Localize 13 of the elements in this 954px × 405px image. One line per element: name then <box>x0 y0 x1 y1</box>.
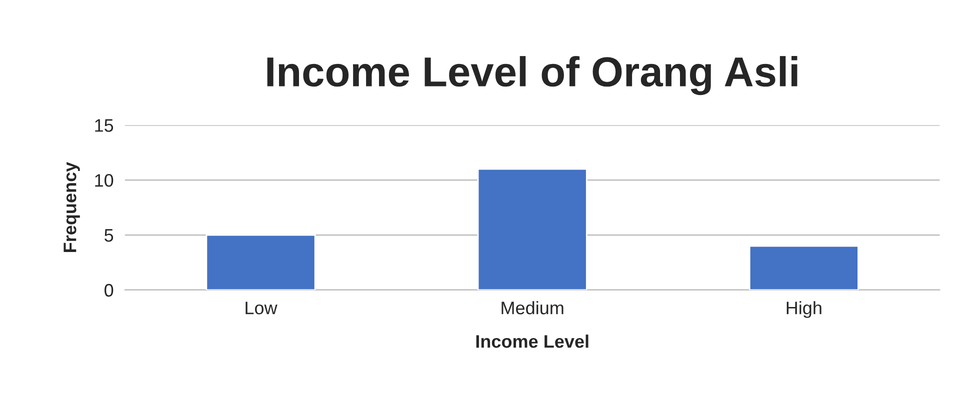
y-tick-label: 15 <box>95 119 114 132</box>
bar <box>477 168 588 290</box>
y-tick-label: 0 <box>104 284 114 297</box>
x-tick-label: High <box>786 301 822 318</box>
x-tick-label: Low <box>246 302 278 314</box>
x-tick-label: Medium <box>502 301 564 314</box>
y-axis-title: Frequency <box>64 162 80 252</box>
y-tick-label: 10 <box>95 174 114 187</box>
x-axis-title: Income Level <box>476 334 588 348</box>
bar <box>206 234 316 290</box>
chart-title: Income Level of Orang Asli <box>267 56 798 96</box>
y-tick-label: 5 <box>104 229 114 242</box>
bar <box>748 245 859 290</box>
